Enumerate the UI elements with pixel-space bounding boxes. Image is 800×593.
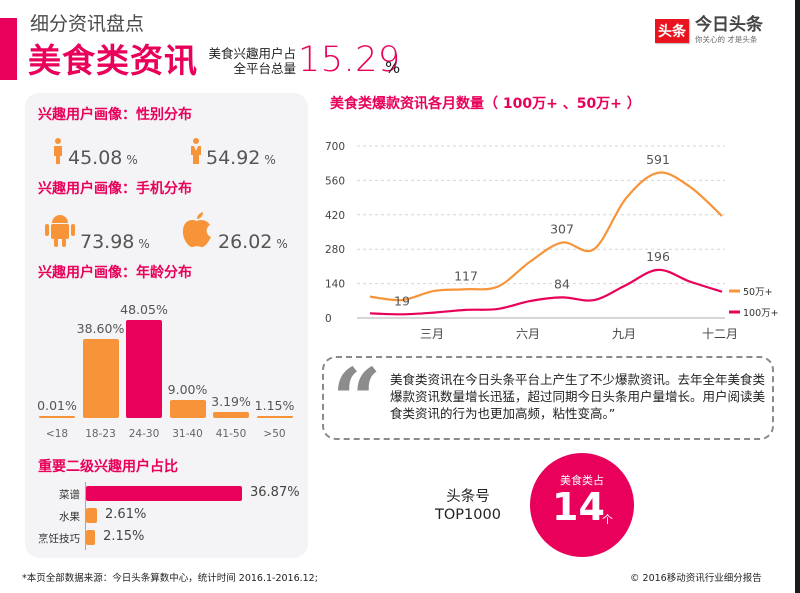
y-tick-label: 700 [325,141,345,153]
series-line-100w [369,268,723,316]
secondary-category-label: 菜谱 [59,489,80,501]
y-tick-label: 0 [325,313,332,325]
male-icon [191,138,201,164]
male-unit: % [264,153,276,167]
data-label: 591 [646,152,670,167]
quote-icon: “ [332,350,382,451]
secondary-category-label: 烹饪技巧 [38,533,80,545]
secondary-value-label: 2.61% [105,507,147,522]
secondary-category-label: 水果 [59,511,80,523]
age-category-label: <18 [45,428,69,440]
share-value: 15.29 [298,40,401,80]
android-value: 73.98 [80,231,135,253]
age-value-label: 0.01% [37,398,77,413]
female-icon [54,138,62,164]
age-category-label: 31-40 [172,428,203,440]
top1000-label: 头条号 TOP1000 [435,488,501,524]
data-label: 84 [554,276,570,291]
age-bar-chart: 0.01% <18 38.60% 18-23 48.05% 24-30 9.00% 31-40… [36,290,301,440]
age-category-label: 18-23 [85,428,116,440]
secondary-bar [86,486,242,501]
secondary-value-label: 2.15% [103,529,145,544]
share-label: 美食兴趣用户占 全平台总量 [198,46,296,76]
female-unit: % [126,153,138,167]
age-title: 兴趣用户画像：年龄分布 [38,265,192,281]
age-value-label: 38.60% [76,321,125,337]
apple-icon [182,212,211,248]
share-label-line2: 全平台总量 [233,61,296,76]
top1000-line2: TOP1000 [435,507,501,523]
data-label: 117 [454,268,478,283]
male-value: 54.92 [206,147,261,169]
female-value: 45.08 [68,147,123,169]
data-label: 196 [646,249,670,264]
x-tick-label: 六月 [516,327,540,341]
phone-title: 兴趣用户画像：手机分布 [38,181,192,197]
age-value-label: 1.15% [254,397,295,413]
apple-stat: 26.02 % [180,212,288,253]
x-tick-label: 三月 [420,327,444,341]
secondary-bar [86,530,96,545]
female-stat: 45.08 % [52,138,138,169]
page-title: 美食类资讯 [28,41,198,80]
top1000-line1: 头条号 [446,489,490,505]
age-category-label: 24-30 [128,428,160,440]
y-tick-label: 280 [325,244,345,256]
android-icon [45,215,75,247]
gender-title: 兴趣用户画像：性别分布 [38,107,192,123]
logo-slogan: 你关心的 才是头条 [695,35,758,44]
circle-value: 14 [552,485,605,529]
chart-title: 美食类爆款资讯各月数量（ 100万+ 、50万+ ） [330,96,641,112]
age-bar [82,339,119,418]
legend-label: 50万+ [743,287,773,298]
logo-badge: 头条 [655,18,689,43]
age-bar [213,411,249,418]
page-subtitle: 细分资讯盘点 [30,13,145,35]
share-label-line1: 美食兴趣用户占 [208,46,296,61]
quote-box [322,356,774,440]
circle-caption: 美食类占 [560,474,604,487]
legend-label: 100万+ [743,308,779,319]
y-tick-label: 420 [325,210,345,222]
android-unit: % [138,237,150,251]
android-stat: 73.98 % [44,212,150,253]
secondary-bar [86,508,98,523]
age-bar [126,319,162,418]
quote-text: 美食类资讯在今日头条平台上产生了不少爆款资讯。去年全年美食类爆款资讯数量增长迅猛… [390,372,766,421]
share-unit: % [385,58,401,77]
x-tick-label: 九月 [612,327,636,341]
data-label: 307 [550,222,574,237]
logo-name: 今日头条 [695,15,763,35]
age-bar [39,416,75,418]
male-stat: 54.92 % [190,138,276,169]
series-line-50w [369,171,723,302]
age-value-label: 48.05% [120,301,168,317]
y-tick-label: 140 [325,279,345,291]
data-label: 19 [394,293,410,308]
x-tick-label: 十二月 [702,327,738,341]
secondary-axis [85,482,86,550]
age-bar [169,399,206,418]
data-source-note: *本页全部数据来源：今日头条算数中心，统计时间 2016.1-2016.12; [22,573,318,584]
apple-unit: % [276,237,288,251]
user-profile-card [25,93,308,558]
age-value-label: 3.19% [211,393,251,409]
y-tick-label: 560 [325,175,345,187]
apple-value: 26.02 [218,231,273,253]
age-category-label: >50 [263,428,286,440]
toutiao-logo: 头条 今日头条 你关心的 才是头条 [655,16,763,45]
age-category-label: 41-50 [215,428,247,440]
secondary-value-label: 36.87% [250,485,300,500]
accent-bar [0,18,17,80]
age-bar [256,415,293,418]
top1000-circle: 美食类占 14 个 [530,453,634,557]
circle-unit: 个 [602,513,613,526]
monthly-line-chart: 0 140 280 420 560 700 三月 六月 九月 十二月 117 307 591 50万+ 19… [325,141,779,341]
copyright: © 2016移动资讯行业细分报告 [630,573,762,584]
age-value-label: 9.00% [167,381,208,397]
secondary-title: 重要二级兴趣用户占比 [38,459,178,475]
window-edge [795,0,800,593]
